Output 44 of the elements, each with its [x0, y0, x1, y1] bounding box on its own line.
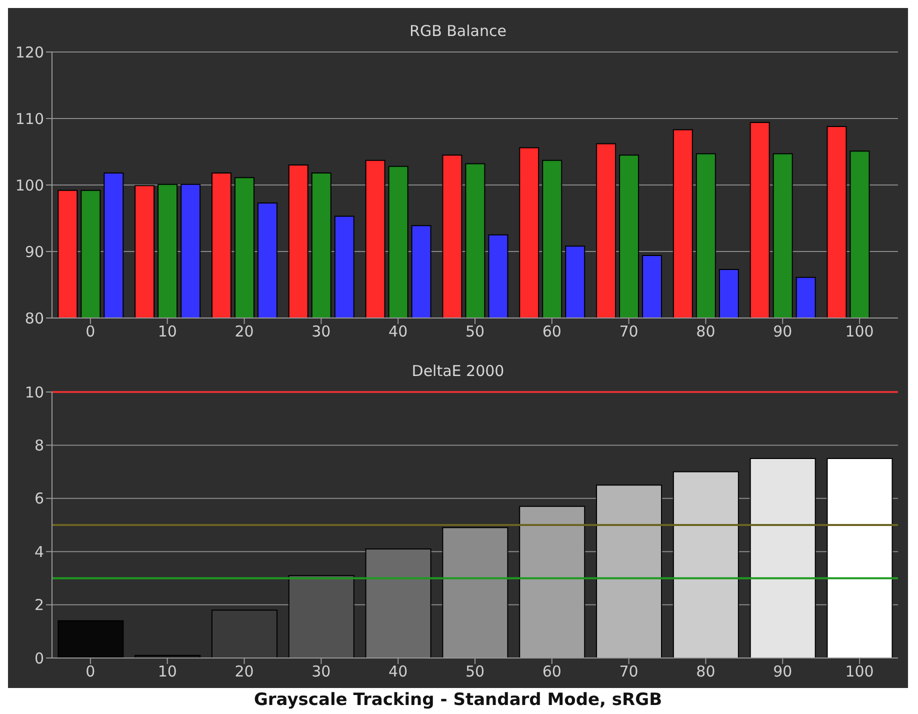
y-tick-label: 100 — [15, 176, 44, 194]
y-tick-label: 0 — [34, 649, 44, 668]
x-tick-label: 70 — [619, 322, 638, 341]
y-tick-label: 6 — [34, 490, 44, 508]
y-tick-label: 80 — [24, 309, 44, 328]
bar — [211, 610, 278, 658]
x-tick-label: 30 — [312, 322, 331, 341]
x-tick-label: 40 — [388, 662, 408, 681]
bar — [826, 458, 893, 658]
bar — [365, 548, 432, 658]
x-tick-label: 80 — [696, 662, 716, 681]
bar — [672, 471, 739, 658]
x-tick-label: 100 — [845, 662, 874, 681]
x-tick-label: 20 — [234, 662, 254, 681]
x-tick-label: 90 — [773, 662, 792, 681]
y-tick-label: 10 — [24, 383, 44, 402]
x-tick-label: 0 — [86, 662, 96, 681]
chart-title: DeltaE 2000 — [410, 362, 506, 380]
y-tick-label: 110 — [15, 110, 44, 128]
x-tick-label: 20 — [234, 322, 254, 341]
x-tick-label: 10 — [158, 322, 177, 341]
y-tick-label: 90 — [24, 242, 44, 261]
x-tick-label: 0 — [86, 322, 96, 341]
x-tick-label: 60 — [542, 322, 562, 341]
bar — [288, 575, 354, 658]
x-tick-label: 10 — [158, 662, 177, 681]
y-tick-label: 8 — [34, 436, 44, 455]
x-tick-label: 50 — [465, 662, 485, 681]
bar — [58, 620, 124, 658]
x-tick-label: 70 — [619, 662, 638, 681]
bar — [596, 484, 662, 658]
x-tick-label: 30 — [312, 662, 331, 681]
text: Grayscale Tracking - Standard Mode, sRGB — [252, 689, 664, 712]
x-tick-label: 100 — [845, 322, 874, 341]
x-tick-label: 80 — [696, 322, 716, 341]
y-tick-label: 2 — [34, 596, 44, 614]
x-tick-label: 90 — [773, 322, 792, 341]
x-tick-label: 50 — [465, 322, 485, 341]
y-tick-label: 4 — [34, 542, 44, 561]
x-tick-label: 60 — [542, 662, 562, 681]
y-tick-label: 120 — [15, 43, 44, 62]
bar — [750, 458, 816, 658]
chart-title: RGB Balance — [408, 22, 508, 40]
x-tick-label: 40 — [388, 322, 408, 341]
